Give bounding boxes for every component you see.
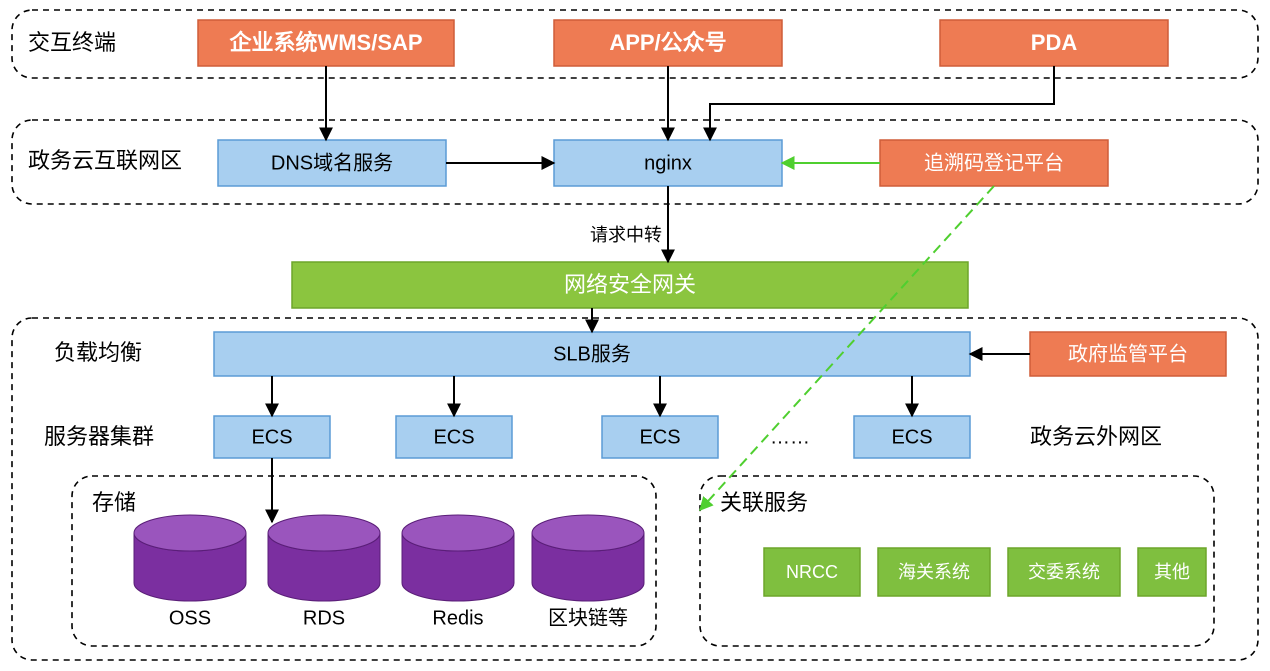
box-label-ecs3: ECS [639,426,680,448]
box-label-traffic: 交委系统 [1028,562,1100,582]
box-label-customs: 海关系统 [898,562,970,582]
box-label-gateway: 网络安全网关 [564,272,696,297]
label-gov-extranet: 政务云外网区 [1030,424,1162,449]
storage-label-1: RDS [303,607,345,629]
architecture-diagram-svg: 交互终端政务云互联网区负载均衡服务器集群 政务云外网区存储 关联服务 企业系统WMS/… [0,0,1270,671]
box-label-slb: SLB服务 [553,342,631,365]
storage-label-2: Redis [432,607,483,629]
label-storage: 存储 [92,490,136,515]
box-label-app: APP/公众号 [609,30,726,55]
label-load-balance: 负载均衡 [54,340,142,365]
box-label-ecs4: ECS [891,426,932,448]
label-terminals: 交互终端 [28,30,116,55]
box-label-ecs1: ECS [251,426,292,448]
box-label-nginx: nginx [644,152,692,174]
annotation-request-relay: 请求中转 [590,225,662,245]
storage-label-3: 区块链等 [548,606,628,629]
box-label-dns: DNS域名服务 [271,151,393,174]
box-label-nrcc: NRCC [786,562,838,582]
label-server-cluster: 服务器集群 [44,424,154,449]
storage-label-0: OSS [169,607,211,629]
box-label-wms: 企业系统WMS/SAP [228,30,422,55]
box-label-trace: 追溯码登记平台 [924,151,1064,174]
box-label-ecs2: ECS [433,426,474,448]
arrow-2 [710,66,1054,140]
ecs-ellipsis: …… [770,426,810,448]
box-label-other: 其他 [1154,562,1190,582]
storage-cylinder-top-2 [402,515,514,551]
label-gov-internet: 政务云互联网区 [28,148,182,173]
storage-cylinder-top-0 [134,515,246,551]
storage-cylinder-top-1 [268,515,380,551]
storage-cylinder-top-3 [532,515,644,551]
box-label-gov: 政府监管平台 [1068,342,1188,365]
label-related-services: 关联服务 [720,490,808,515]
box-label-pda: PDA [1031,30,1078,55]
